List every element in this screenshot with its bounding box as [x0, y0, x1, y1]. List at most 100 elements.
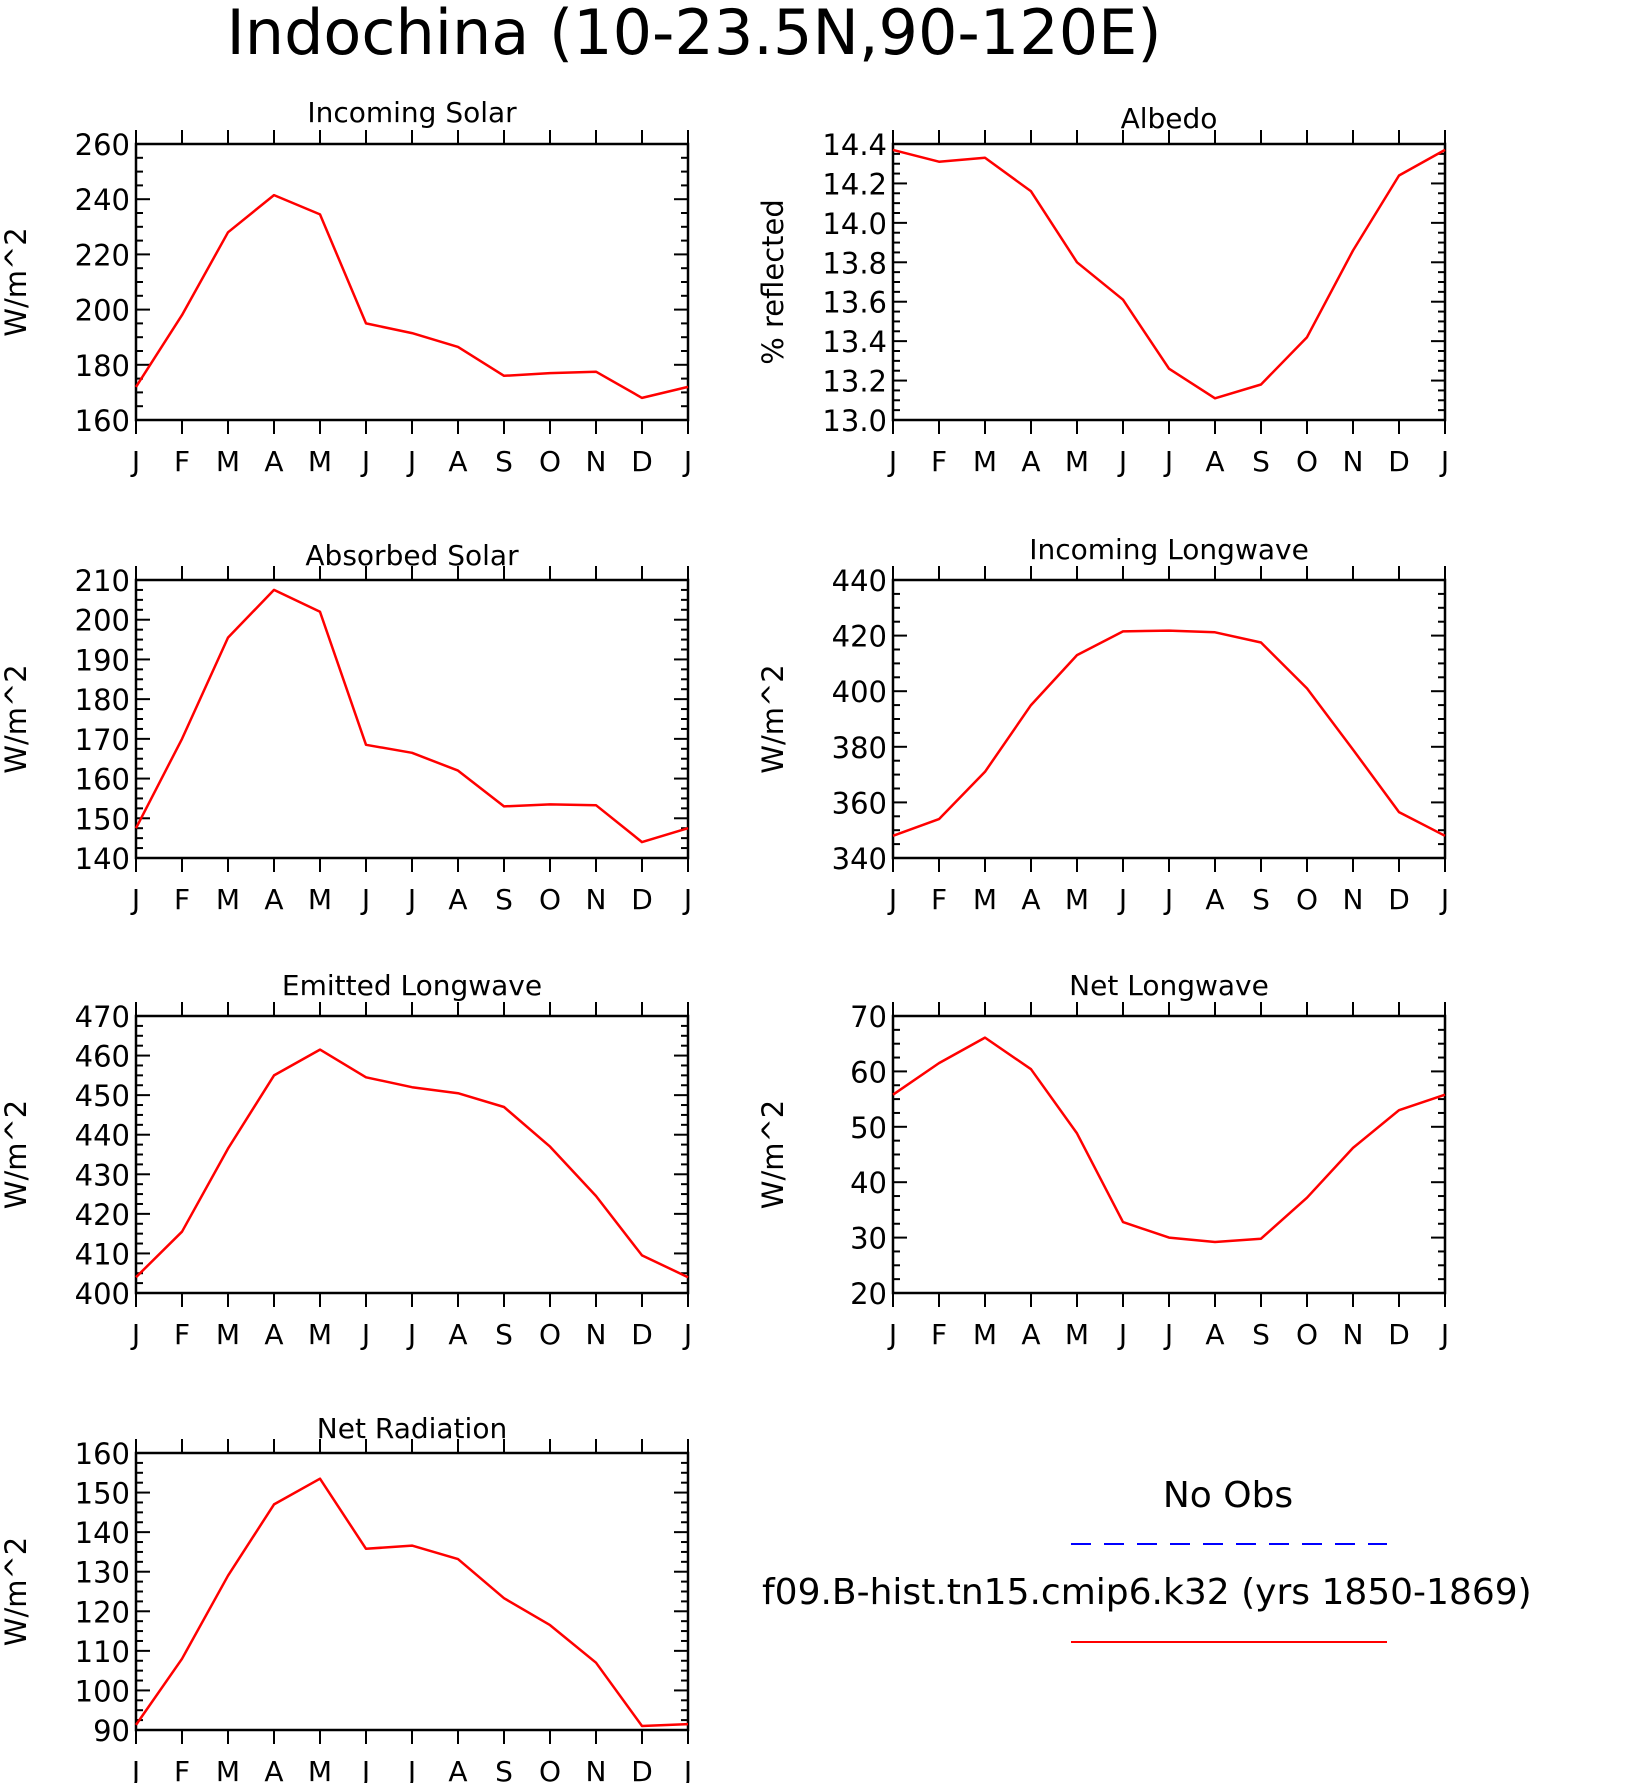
x-tick-label: J: [360, 883, 370, 916]
plot-frame: [134, 1014, 690, 1295]
panel-title: Albedo: [1121, 102, 1218, 135]
x-tick-label: J: [360, 1755, 370, 1783]
x-tick-label: M: [216, 1755, 240, 1783]
y-tick-label: 150: [75, 802, 130, 836]
x-tick-label: D: [631, 1755, 653, 1783]
x-tick-label: J: [1163, 883, 1173, 916]
x-tick-label: A: [448, 445, 467, 478]
x-tick-label: N: [586, 1318, 607, 1351]
x-tick-label: J: [130, 1318, 140, 1351]
x-tick-label: A: [264, 1755, 283, 1783]
y-axis-label: W/m^2: [0, 227, 33, 336]
y-tick-label: 100: [75, 1674, 130, 1708]
y-tick-label: 13.4: [822, 325, 887, 359]
x-tick-label: F: [174, 1755, 190, 1783]
x-tick-label: S: [495, 1318, 513, 1351]
y-tick-label: 200: [75, 604, 130, 638]
x-tick-label: J: [406, 1318, 416, 1351]
x-tick-label: S: [495, 883, 513, 916]
y-tick-label: 210: [75, 564, 130, 598]
y-tick-label: 430: [75, 1158, 130, 1192]
y-axis-label: W/m^2: [0, 1100, 33, 1209]
x-tick-label: M: [973, 445, 997, 478]
y-tick-label: 190: [75, 643, 130, 677]
x-tick-label: J: [682, 445, 692, 478]
x-tick-label: J: [1117, 1318, 1127, 1351]
y-tick-label: 50: [850, 1111, 887, 1145]
x-tick-label: J: [887, 1318, 897, 1351]
y-tick-label: 13.2: [822, 365, 887, 399]
x-tick-label: M: [308, 883, 332, 916]
plot-frame: [891, 578, 1447, 860]
x-tick-label: D: [631, 1318, 653, 1351]
y-tick-label: 160: [75, 1437, 130, 1471]
x-tick-label: N: [1343, 1318, 1364, 1351]
y-tick-label: 90: [93, 1714, 130, 1748]
x-tick-label: M: [1065, 1318, 1089, 1351]
x-tick-label: N: [1343, 883, 1364, 916]
x-tick-label: J: [406, 883, 416, 916]
y-tick-label: 240: [75, 183, 130, 217]
x-tick-label: J: [1439, 1318, 1449, 1351]
x-tick-label: F: [174, 883, 190, 916]
x-tick-label: D: [631, 445, 653, 478]
x-tick-label: O: [539, 445, 561, 478]
y-tick-label: 40: [850, 1166, 887, 1200]
x-tick-label: J: [406, 1755, 416, 1783]
legend-obs-label: No Obs: [1163, 1475, 1293, 1516]
y-tick-label: 450: [75, 1079, 130, 1113]
x-tick-label: O: [539, 883, 561, 916]
x-tick-label: J: [130, 1755, 140, 1783]
x-tick-label: J: [1163, 445, 1173, 478]
y-tick-label: 150: [75, 1477, 130, 1511]
legend: No Obs f09.B-hist.tn15.cmip6.k32 (yrs 18…: [762, 1475, 1532, 1643]
x-tick-label: O: [539, 1755, 561, 1783]
x-tick-label: D: [1388, 1318, 1410, 1351]
x-tick-label: S: [1252, 883, 1270, 916]
x-tick-label: A: [1205, 445, 1224, 478]
y-tick-label: 110: [75, 1635, 130, 1669]
panel-title: Emitted Longwave: [282, 969, 542, 1002]
y-tick-label: 340: [832, 842, 887, 876]
x-tick-label: N: [586, 445, 607, 478]
x-tick-label: A: [264, 445, 283, 478]
series-line-model: [135, 1048, 689, 1279]
x-tick-label: S: [1252, 1318, 1270, 1351]
y-tick-label: 140: [75, 1516, 130, 1550]
y-tick-label: 410: [75, 1237, 130, 1271]
y-tick-label: 130: [75, 1556, 130, 1590]
x-tick-label: F: [931, 883, 947, 916]
x-tick-label: J: [682, 1318, 692, 1351]
x-tick-label: N: [586, 1755, 607, 1783]
x-tick-label: J: [1439, 883, 1449, 916]
y-tick-label: 440: [832, 564, 887, 598]
plot-frame: [891, 142, 1447, 422]
x-tick-label: F: [931, 1318, 947, 1351]
x-tick-label: A: [448, 1755, 467, 1783]
x-tick-label: M: [973, 883, 997, 916]
y-tick-label: 260: [75, 128, 130, 162]
x-tick-label: M: [973, 1318, 997, 1351]
x-tick-label: N: [1343, 445, 1364, 478]
y-tick-label: 460: [75, 1040, 130, 1074]
panel-title: Absorbed Solar: [305, 539, 519, 572]
y-tick-label: 14.2: [822, 167, 887, 201]
x-tick-label: M: [216, 883, 240, 916]
figure-title: Indochina (10-23.5N,90-120E): [226, 0, 1161, 69]
series-line-model: [892, 1036, 1446, 1244]
x-tick-label: M: [308, 1755, 332, 1783]
series-line-model: [134, 588, 689, 844]
x-tick-label: J: [1117, 445, 1127, 478]
x-tick-label: M: [216, 445, 240, 478]
x-tick-label: S: [495, 445, 513, 478]
x-tick-label: J: [682, 1755, 692, 1783]
x-tick-label: J: [1439, 445, 1449, 478]
x-tick-label: O: [539, 1318, 561, 1351]
y-tick-label: 13.6: [822, 286, 887, 320]
y-tick-label: 160: [75, 404, 130, 438]
x-tick-label: J: [130, 883, 140, 916]
y-tick-label: 400: [832, 675, 887, 709]
x-tick-label: S: [495, 1755, 513, 1783]
